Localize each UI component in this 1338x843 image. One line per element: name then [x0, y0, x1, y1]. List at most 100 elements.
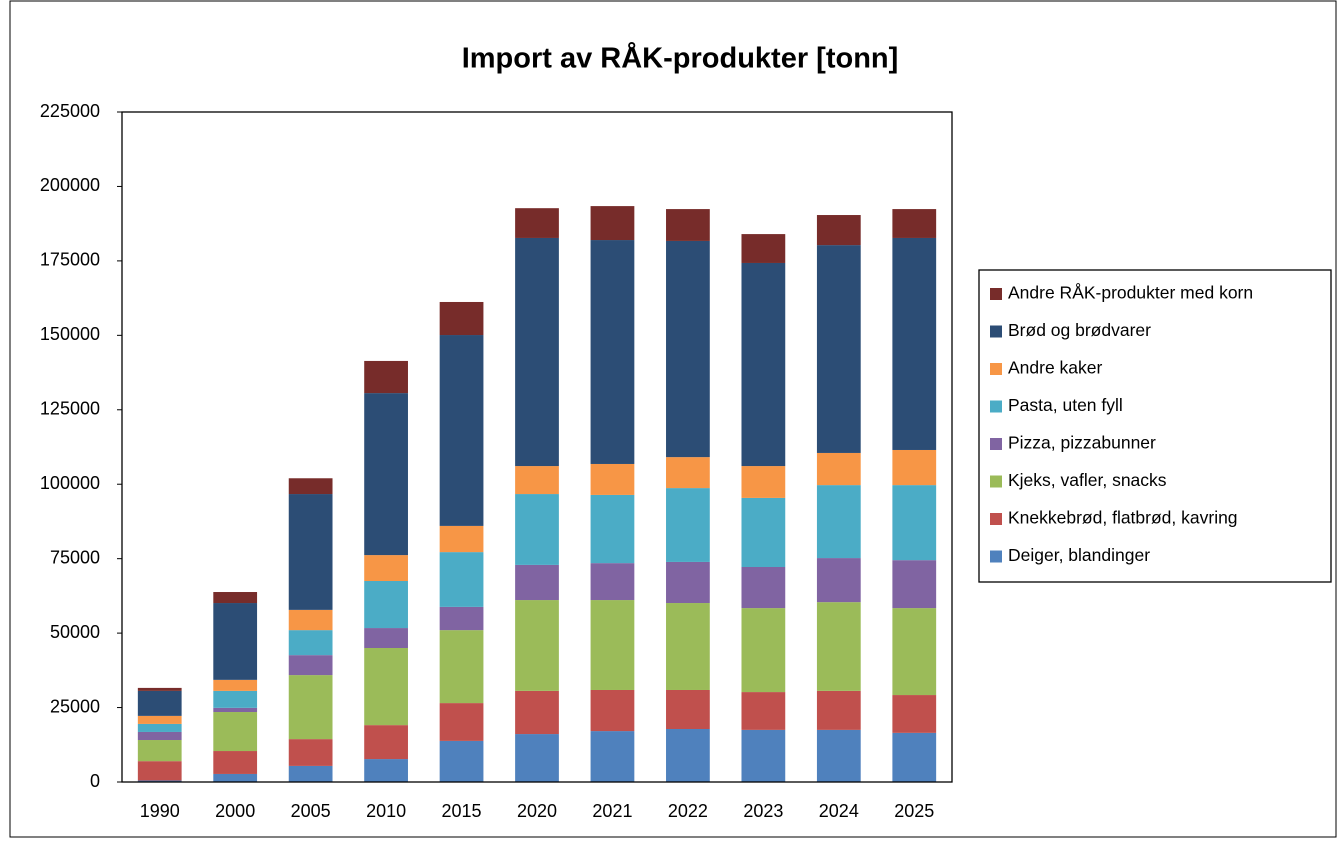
- bar-segment: [816, 215, 861, 246]
- bar-segment: [213, 707, 258, 713]
- bar-segment: [515, 208, 559, 238]
- bar-segment: [213, 603, 258, 680]
- x-tick-label: 2000: [215, 801, 255, 821]
- y-tick-label: 150000: [40, 324, 100, 344]
- bar-segment: [439, 630, 484, 704]
- bar-segment: [364, 725, 408, 760]
- bar-segment: [137, 715, 182, 724]
- bar-segment: [816, 452, 861, 486]
- bar-segment: [741, 567, 786, 609]
- bar-segment: [137, 690, 182, 716]
- bar-segment: [288, 739, 333, 766]
- bar-segment: [515, 690, 559, 735]
- bar-segment: [288, 630, 333, 656]
- bar-segment: [364, 555, 408, 581]
- bar-segment: [590, 240, 635, 464]
- legend-label: Andre RÅK-produkter med korn: [1008, 283, 1253, 303]
- bar-segment: [515, 466, 559, 495]
- legend-swatch: [990, 438, 1002, 450]
- bar-segment: [213, 679, 258, 691]
- legend-swatch: [990, 363, 1002, 375]
- bar-segment: [590, 463, 635, 495]
- x-tick-label: 2010: [366, 801, 406, 821]
- bar-segment: [137, 761, 182, 781]
- chart-title: Import av RÅK-produkter [tonn]: [462, 42, 899, 75]
- bar-segment: [666, 488, 710, 562]
- bar-segment: [137, 723, 182, 732]
- legend-label: Pasta, uten fyll: [1008, 395, 1123, 415]
- bar-segment: [666, 240, 710, 458]
- x-tick-label: 2021: [592, 801, 632, 821]
- bar-segment: [816, 245, 861, 453]
- bar-segment: [590, 689, 635, 732]
- y-tick-label: 25000: [50, 696, 100, 716]
- bar-segment: [816, 690, 861, 730]
- bar-segment: [816, 729, 861, 782]
- bar-segment: [741, 234, 786, 263]
- bar-segment: [439, 335, 484, 526]
- legend-label: Deiger, blandinger: [1008, 545, 1150, 565]
- legend-swatch: [990, 325, 1002, 338]
- bar-segment: [137, 780, 182, 782]
- bar-segment: [515, 494, 559, 565]
- bar-segment: [741, 692, 786, 730]
- bar-segment: [741, 262, 786, 467]
- bar-segment: [213, 690, 258, 708]
- bar-segment: [364, 628, 408, 648]
- legend-swatch: [990, 513, 1002, 525]
- x-tick-label: 2005: [291, 801, 331, 821]
- x-tick-label: 2015: [442, 801, 482, 821]
- bar-segment: [288, 675, 333, 740]
- bar-segment: [364, 393, 408, 556]
- bar-segment: [666, 728, 710, 782]
- bar-segment: [213, 773, 258, 782]
- bar-segment: [364, 581, 408, 629]
- bar-segment: [213, 712, 258, 752]
- bar-segment: [741, 608, 786, 693]
- x-tick-label: 2022: [668, 801, 708, 821]
- legend-swatch: [990, 400, 1002, 413]
- bar-segment: [590, 206, 635, 241]
- bar-segment: [892, 485, 937, 561]
- y-tick-label: 200000: [40, 175, 100, 195]
- bar-segment: [741, 466, 786, 498]
- x-tick-label: 2020: [517, 801, 557, 821]
- bar-segment: [892, 449, 937, 486]
- legend-box: [978, 269, 1332, 583]
- bar-segment: [288, 655, 333, 676]
- bar-segment: [364, 360, 408, 394]
- legend-label: Kjeks, vafler, snacks: [1008, 470, 1167, 490]
- legend-label: Andre kaker: [1008, 358, 1103, 378]
- bar-segment: [666, 603, 710, 690]
- bar-segment: [364, 648, 408, 726]
- bar-segment: [892, 560, 937, 609]
- bar-segment: [666, 457, 710, 489]
- y-tick-label: 75000: [50, 547, 100, 567]
- bar-segment: [515, 564, 559, 601]
- bar-segment: [288, 765, 333, 782]
- bar-segment: [213, 751, 258, 774]
- bar-segment: [666, 561, 710, 604]
- bar-segment: [666, 209, 710, 241]
- bar-segment: [816, 485, 861, 559]
- bar-segment: [515, 600, 559, 691]
- x-tick-label: 2025: [894, 801, 934, 821]
- bar-segment: [666, 689, 710, 729]
- y-tick-label: 100000: [40, 473, 100, 493]
- bar-segment: [892, 237, 937, 450]
- bar-segment: [892, 608, 937, 696]
- legend-label: Knekkebrød, flatbrød, kavring: [1008, 508, 1238, 528]
- bar-segment: [137, 687, 182, 691]
- y-tick-label: 50000: [50, 622, 100, 642]
- y-tick-label: 225000: [40, 101, 100, 121]
- bar-segment: [137, 740, 182, 762]
- plot-frame: [121, 111, 953, 783]
- x-tick-label: 2023: [743, 801, 783, 821]
- legend-swatch: [990, 288, 1002, 300]
- legend-swatch: [990, 475, 1002, 488]
- bar-segment: [892, 695, 937, 733]
- bar-segment: [590, 731, 635, 782]
- bar-segment: [892, 209, 937, 238]
